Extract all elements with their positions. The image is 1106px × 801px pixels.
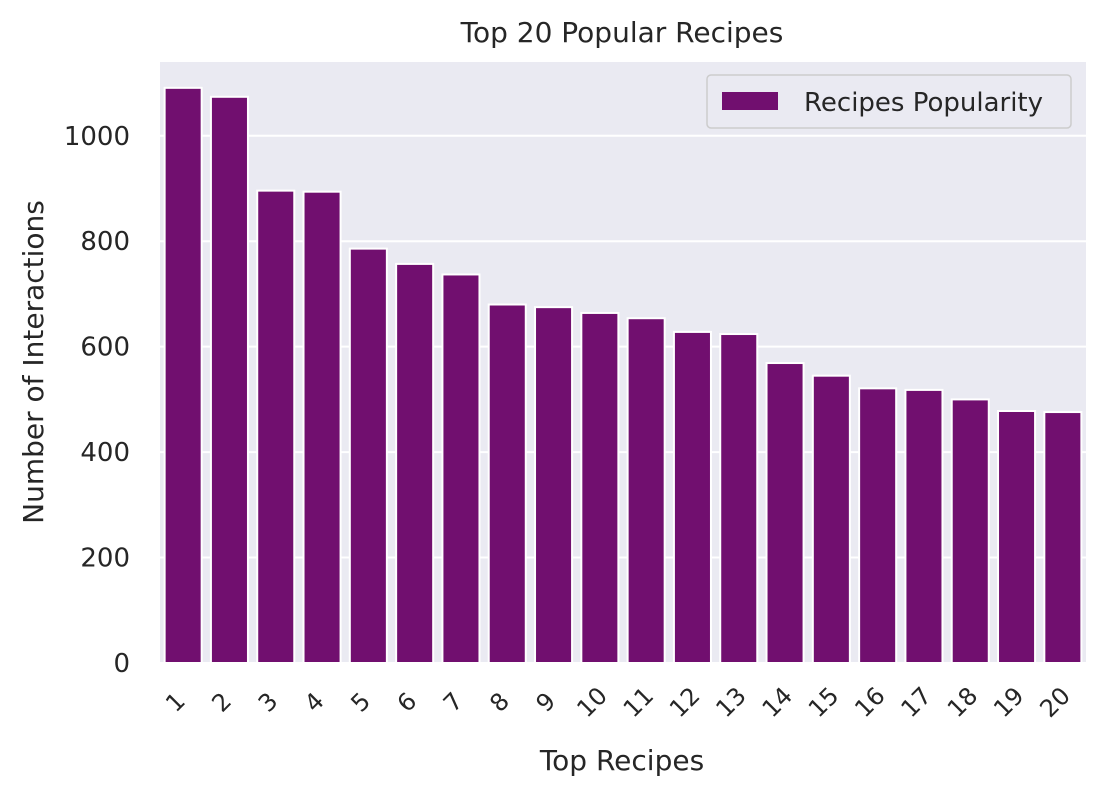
x-tick-label: 3: [253, 687, 284, 718]
bar-recipe-9: [534, 306, 574, 664]
x-tick-label: 2: [206, 687, 237, 718]
bar-recipe-10: [580, 311, 620, 664]
x-tick-label: 17: [896, 682, 937, 723]
legend-swatch: [722, 92, 778, 110]
bar-recipe-3: [256, 189, 296, 664]
x-tick-label: 16: [849, 682, 890, 723]
y-tick-label: 0: [113, 649, 130, 679]
bar-recipe-11: [626, 317, 666, 664]
bar-recipe-2: [209, 95, 249, 664]
y-tick-label: 400: [80, 438, 130, 468]
bar-recipe-18: [950, 398, 990, 664]
x-tick-label: 19: [988, 682, 1029, 723]
bar-recipe-13: [719, 333, 759, 664]
x-tick-label: 8: [484, 687, 515, 718]
x-tick-label: 9: [531, 687, 562, 718]
bar-recipe-14: [765, 362, 805, 664]
x-tick-label: 14: [757, 682, 798, 723]
x-tick-labels: 1 2 3 4 5 6 7 8 9 10 11 12 13 14 15 16 17 18 19 20: [160, 682, 1076, 723]
bar-recipe-12: [672, 330, 712, 664]
chart-title: Top 20 Popular Recipes: [460, 16, 784, 49]
x-tick-label: 1: [160, 687, 191, 718]
bar-recipe-19: [997, 410, 1037, 664]
legend-label: Recipes Popularity: [804, 88, 1043, 118]
x-tick-label: 7: [438, 687, 469, 718]
bar-recipe-16: [858, 387, 898, 664]
x-tick-label: 6: [392, 687, 423, 718]
bar-recipe-6: [395, 262, 435, 664]
y-tick-label: 200: [80, 544, 130, 574]
plot-area: [160, 62, 1086, 663]
y-tick-label: 800: [80, 227, 130, 257]
x-tick-label: 11: [618, 682, 659, 723]
legend-box: [706, 74, 1072, 129]
bar-recipe-20: [1043, 411, 1083, 665]
y-axis-label: Number of Interactions: [17, 200, 50, 524]
bar-recipe-1: [163, 86, 203, 664]
legend: Recipes Popularity: [706, 74, 1072, 129]
bar-recipe-7: [441, 273, 481, 664]
x-tick-label: 5: [345, 687, 376, 718]
x-axis-label: Top Recipes: [539, 744, 704, 777]
x-tick-label: 13: [710, 682, 751, 723]
y-tick-label: 1000: [64, 122, 130, 152]
bar-recipe-5: [348, 247, 388, 664]
y-tick-label: 600: [80, 333, 130, 363]
bar-recipe-8: [487, 303, 527, 664]
x-tick-label: 18: [942, 682, 983, 723]
x-tick-label: 4: [299, 687, 330, 718]
bar-recipe-15: [811, 374, 851, 664]
y-tick-labels: 0 200 400 600 800 1000: [64, 122, 130, 679]
x-tick-label: 10: [571, 682, 612, 723]
bar-recipe-4: [302, 190, 342, 664]
x-tick-label: 15: [803, 682, 844, 723]
bars: [163, 86, 1083, 665]
x-tick-label: 20: [1034, 682, 1075, 723]
x-tick-label: 12: [664, 682, 705, 723]
bar-recipe-17: [904, 388, 944, 664]
